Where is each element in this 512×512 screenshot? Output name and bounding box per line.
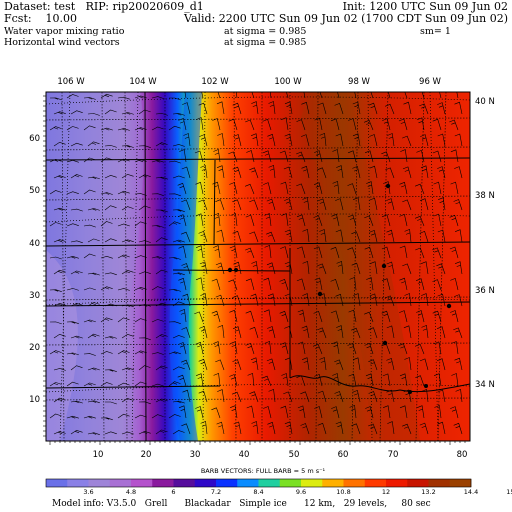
x-tick-label: 10	[93, 450, 104, 460]
x-tick-label: 80	[457, 450, 468, 460]
lon-label: 102 W	[201, 77, 229, 87]
model-info: Model info: V3.5.0 Grell Blackadar Simpl…	[52, 499, 431, 509]
colorbar-swatch	[301, 479, 323, 487]
colorbar-swatch	[428, 479, 451, 487]
colorbar-label: 14.4	[464, 488, 478, 496]
colorbar-label: 6	[171, 488, 175, 496]
init-time: Init: 1200 UTC Sun 09 Jun 02	[342, 0, 508, 13]
colorbar-label: 4.8	[126, 488, 136, 496]
lat-label: 38 N	[475, 191, 495, 201]
moisture-field	[46, 92, 470, 441]
colorbar-swatch	[386, 479, 408, 487]
colorbar-swatch	[131, 479, 153, 487]
x-tick-label: 70	[388, 450, 399, 460]
lon-label: 106 W	[57, 77, 85, 87]
barb-caption: BARB VECTORS: FULL BARB = 5 m s⁻¹	[201, 467, 326, 475]
colorbar	[45, 478, 472, 488]
lon-label: 96 W	[419, 77, 442, 87]
lat-label: 36 N	[475, 286, 495, 296]
colorbar-label: 10.8	[336, 488, 350, 496]
colorbar-swatch	[216, 479, 238, 487]
plot-frame	[45, 91, 471, 442]
lat-label: 40 N	[475, 97, 495, 107]
x-tick-label: 40	[239, 450, 250, 460]
x-tick-label: 50	[289, 450, 300, 460]
valid-time: Valid: 2200 UTC Sun 09 Jun 02 (1700 CDT …	[184, 12, 508, 25]
colorbar-swatch	[322, 479, 344, 487]
colorbar-label: 13.2	[421, 488, 435, 496]
lat-label: 34 N	[475, 380, 495, 390]
colorbar-swatch	[88, 479, 111, 487]
field2-name: Horizontal wind vectors	[4, 37, 120, 48]
x-tick-label: 60	[338, 450, 349, 460]
y-tick-label: 60	[29, 134, 40, 144]
y-tick-label: 10	[29, 395, 40, 405]
colorbar-label: 7.2	[211, 488, 221, 496]
colorbar-label: 3.6	[83, 488, 93, 496]
colorbar-label: 9.6	[296, 488, 306, 496]
colorbar-swatch	[343, 479, 366, 487]
colorbar-label: 8.4	[253, 488, 263, 496]
colorbar-frame	[45, 478, 472, 488]
x-tick-label: 20	[141, 450, 152, 460]
colorbar-swatch	[258, 479, 281, 487]
colorbar-swatch	[46, 479, 68, 487]
field1-smoothing: sm= 1	[420, 26, 451, 37]
colorbar-label: 15.6	[506, 488, 512, 496]
colorbar-swatch	[237, 479, 259, 487]
colorbar-swatch	[67, 479, 89, 487]
y-tick-label: 30	[29, 291, 40, 301]
y-tick-label: 40	[29, 239, 40, 249]
x-tick-label: 30	[190, 450, 201, 460]
wind-barbs	[49, 92, 463, 435]
colorbar-swatch	[364, 479, 387, 487]
field2-level: at sigma = 0.985	[224, 37, 307, 48]
dataset-title: Dataset: test RIP: rip20020609_d1	[4, 0, 204, 13]
colorbar-swatch	[449, 479, 472, 487]
colorbar-label: 12	[382, 488, 390, 496]
colorbar-swatch	[194, 479, 217, 487]
colorbar-swatch	[152, 479, 174, 487]
city-markers	[227, 183, 452, 394]
field1-name: Water vapor mixing ratio	[4, 26, 125, 37]
colorbar-swatch	[279, 479, 302, 487]
y-tick-label: 20	[29, 343, 40, 353]
graticule	[46, 92, 470, 441]
colorbar-swatch	[407, 479, 429, 487]
colorbar-swatch	[109, 479, 132, 487]
lon-label: 98 W	[348, 77, 371, 87]
x-tick-marks	[49, 441, 466, 445]
field1-level: at sigma = 0.985	[224, 26, 307, 37]
lon-label: 100 W	[274, 77, 302, 87]
lon-label: 104 W	[129, 77, 157, 87]
forecast-hour: Fcst: 10.00	[4, 12, 78, 25]
y-tick-label: 50	[29, 186, 40, 196]
county-boundaries	[46, 92, 470, 441]
y-tick-marks	[43, 95, 46, 437]
colorbar-swatch	[173, 479, 196, 487]
